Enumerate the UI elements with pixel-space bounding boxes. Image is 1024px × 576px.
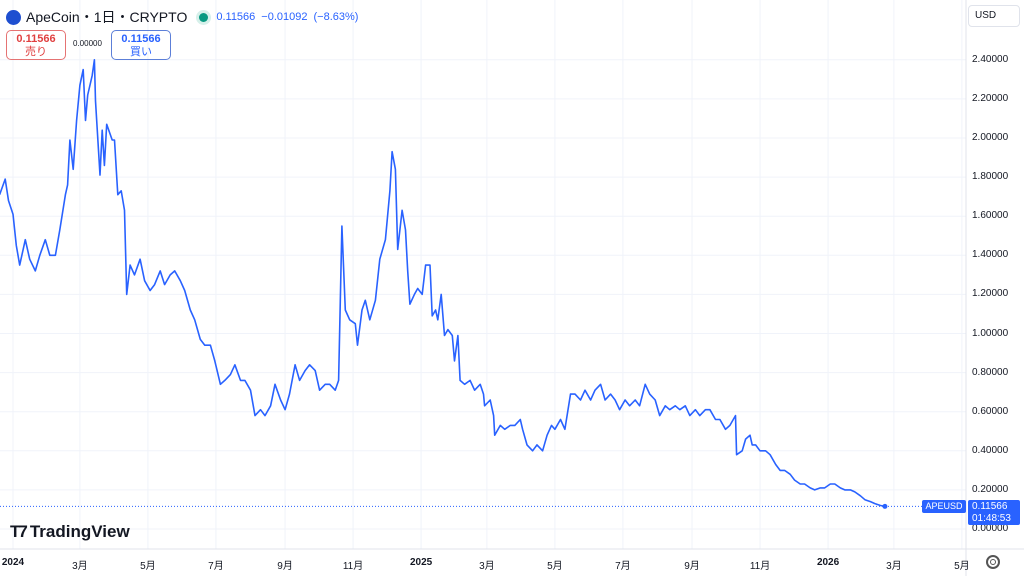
sell-price: 0.11566	[16, 33, 56, 45]
price-change-pct: (−8.63%)	[313, 11, 359, 23]
interval[interactable]: 1日	[93, 9, 116, 25]
buy-button[interactable]: 0.11566 買い	[111, 30, 171, 60]
tradingview-logo[interactable]: T7 TradingView	[10, 522, 130, 542]
spread: 0.00000	[73, 39, 102, 48]
y-tick-label: 0.40000	[972, 444, 1009, 456]
y-tick-label: 0.00000	[972, 523, 1009, 534]
last-price-dot	[882, 503, 888, 509]
price-line-series	[0, 59, 886, 508]
symbol-price-label: APEUSD	[922, 500, 966, 513]
symbol-header: ApeCoin ・ 1日 ・ CRYPTO 0.11566 −0.01092 (…	[6, 7, 364, 27]
x-tick-label: 7月	[208, 561, 224, 572]
x-tick-label: 3月	[72, 561, 88, 572]
separator: ・	[79, 9, 94, 25]
x-tick-label: 5月	[954, 561, 970, 572]
symbol-name[interactable]: ApeCoin	[26, 9, 80, 25]
buy-price: 0.11566	[121, 33, 161, 45]
x-tick-label: 2026	[816, 557, 840, 568]
sell-label: 売り	[25, 46, 47, 58]
y-tick-label: 1.60000	[972, 210, 1009, 222]
y-tick-label: 0.20000	[972, 483, 1009, 495]
x-tick-label: 2024	[1, 557, 25, 568]
x-tick-label: 3月	[886, 561, 902, 572]
y-tick-label: 1.00000	[972, 327, 1009, 339]
x-tick-label: 7月	[615, 561, 631, 572]
brand-name: TradingView	[29, 522, 130, 541]
buy-label: 買い	[130, 46, 152, 58]
x-tick-label: 9月	[277, 561, 293, 572]
apecoin-logo-icon	[6, 9, 21, 25]
last-price: 0.11566	[216, 11, 256, 23]
x-tick-label: 11月	[749, 561, 771, 572]
x-tick-label: 11月	[342, 561, 364, 572]
y-tick-label: 2.40000	[972, 53, 1009, 65]
y-tick-label: 0.60000	[972, 405, 1009, 417]
settings-gear-icon[interactable]	[986, 555, 1000, 569]
x-tick-label: 5月	[140, 561, 156, 572]
sell-button[interactable]: 0.11566 売り	[6, 30, 66, 60]
y-tick-label: 2.00000	[972, 132, 1009, 143]
y-tick-label: 0.80000	[972, 366, 1009, 378]
bar-countdown: 01:48:53	[972, 513, 1011, 524]
x-tick-label: 9月	[684, 561, 700, 572]
y-tick-label: 1.20000	[972, 288, 1009, 300]
last-price-value: 0.11566	[972, 501, 1008, 512]
x-tick-label: 3月	[479, 561, 495, 572]
x-tick-label: 5月	[547, 561, 563, 572]
last-price-label: 0.11566 01:48:53	[968, 500, 1020, 525]
currency-selector[interactable]: USD	[968, 5, 1020, 27]
x-tick-label: 2025	[409, 557, 433, 568]
price-change: −0.01092	[261, 11, 308, 23]
tradingview-mark-icon: T7	[10, 522, 28, 541]
separator: ・	[115, 9, 130, 25]
market-status-icon	[199, 12, 209, 22]
y-tick-label: 1.40000	[972, 249, 1009, 261]
exchange: CRYPTO	[129, 9, 188, 25]
y-tick-label: 1.80000	[972, 171, 1009, 183]
y-tick-label: 2.20000	[972, 92, 1009, 104]
